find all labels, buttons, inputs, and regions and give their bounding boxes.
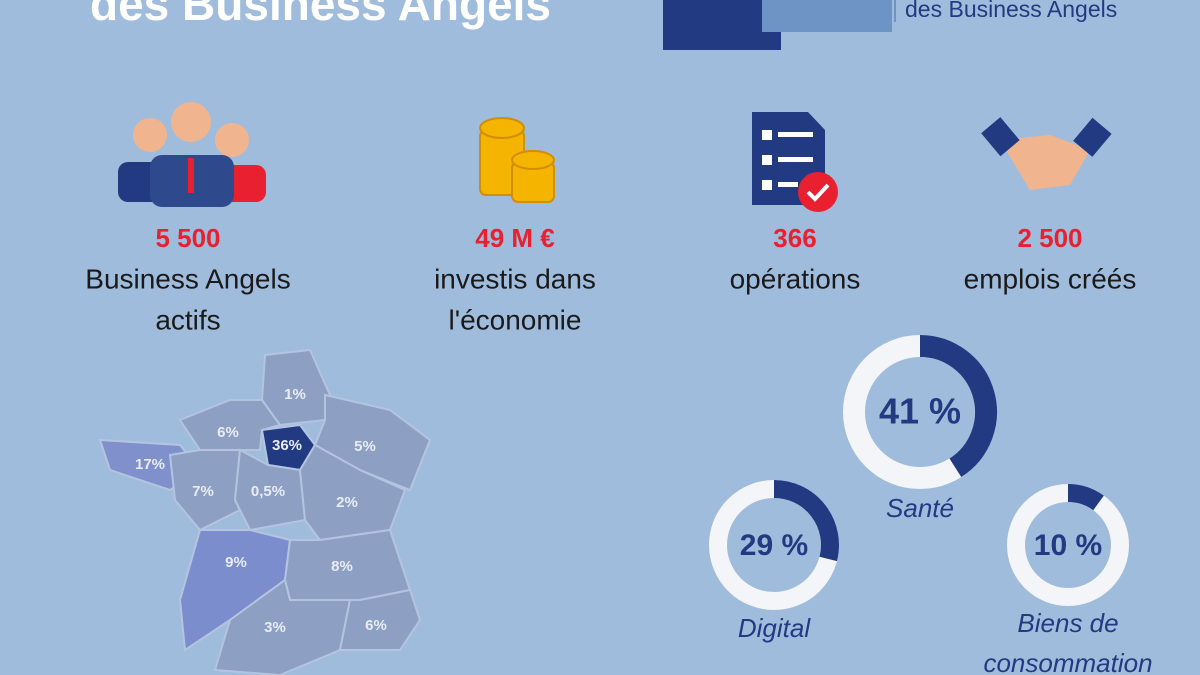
donut-arc	[919, 335, 997, 478]
logo-block	[663, 0, 781, 50]
stat-value: 5 500	[155, 223, 220, 253]
stat-label: investis dans	[434, 263, 596, 294]
people-icon	[118, 102, 266, 207]
donut-label: 29 %	[740, 529, 808, 562]
region-label: 6%	[217, 424, 239, 441]
stat-label: opérations	[730, 263, 861, 294]
donut-arc	[1067, 484, 1104, 511]
document-icon	[752, 112, 838, 212]
region-label: 36%	[272, 437, 302, 454]
donut-label: 10 %	[1034, 529, 1102, 562]
map-region	[313, 393, 432, 492]
donut-name: Santé	[886, 493, 954, 523]
stat-value: 2 500	[1017, 223, 1082, 253]
donut-name: consommation	[983, 648, 1152, 675]
coins-icon	[479, 117, 555, 203]
donut-name: Digital	[738, 613, 811, 643]
stat-value: 366	[773, 223, 816, 253]
region-label: 8%	[331, 558, 353, 575]
stat-label: emplois créés	[964, 263, 1137, 294]
region-label: 7%	[192, 483, 214, 500]
stat-label: l'économie	[449, 304, 582, 335]
region-label: 0,5%	[251, 483, 285, 500]
title: des Business Angels	[90, 0, 551, 30]
logo-tagline: des Business Angels	[905, 0, 1117, 22]
stat-label: Business Angels	[85, 263, 290, 294]
map-region	[298, 443, 407, 542]
region-label: 9%	[225, 554, 247, 571]
stat-label: actifs	[155, 304, 220, 335]
stat-value: 49 M €	[475, 223, 555, 253]
donut-arc	[773, 480, 839, 562]
region-label: 1%	[284, 386, 306, 403]
donut-name: Biens de	[1017, 608, 1118, 638]
donut-label: 41 %	[879, 391, 961, 432]
region-label: 3%	[264, 619, 286, 636]
region-label: 6%	[365, 617, 387, 634]
region-label: 2%	[336, 494, 358, 511]
logo-block	[762, 0, 892, 32]
map-region	[338, 588, 422, 651]
handshake-icon	[981, 117, 1112, 190]
region-label: 5%	[354, 438, 376, 455]
region-label: 17%	[135, 456, 165, 473]
